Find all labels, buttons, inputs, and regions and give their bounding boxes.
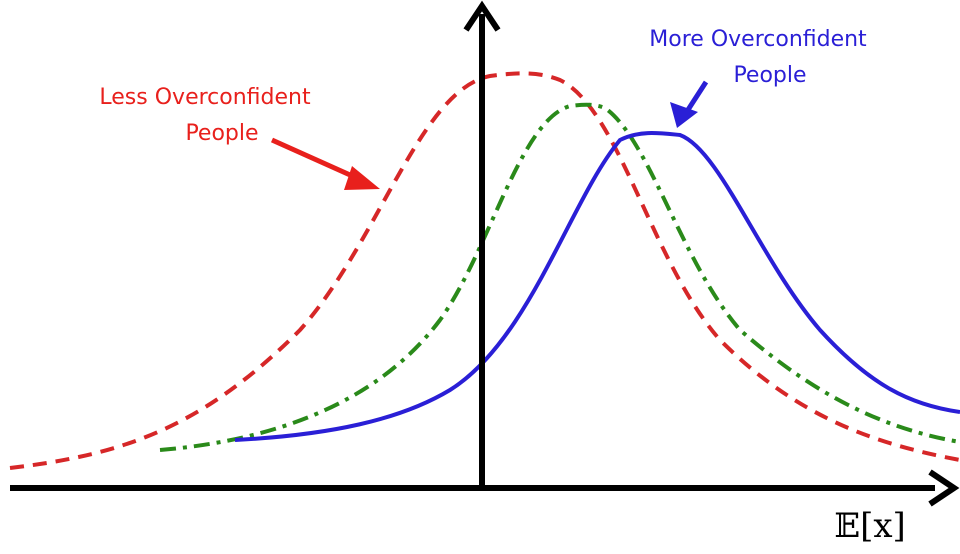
x-arrowhead	[928, 469, 960, 507]
y-arrowhead	[463, 0, 501, 32]
more-label: People	[733, 63, 806, 88]
less-label: Less Overconfident	[99, 85, 311, 110]
less-curve	[9, 71, 960, 470]
less-arrowhead	[344, 166, 380, 190]
more-arrowhead	[670, 102, 698, 128]
less-label: People	[185, 121, 258, 146]
more-label: More Overconfident	[649, 27, 867, 52]
more-curve	[234, 131, 960, 442]
axis-label: 𝔼[x]	[834, 506, 906, 546]
middle-curve	[159, 102, 960, 452]
